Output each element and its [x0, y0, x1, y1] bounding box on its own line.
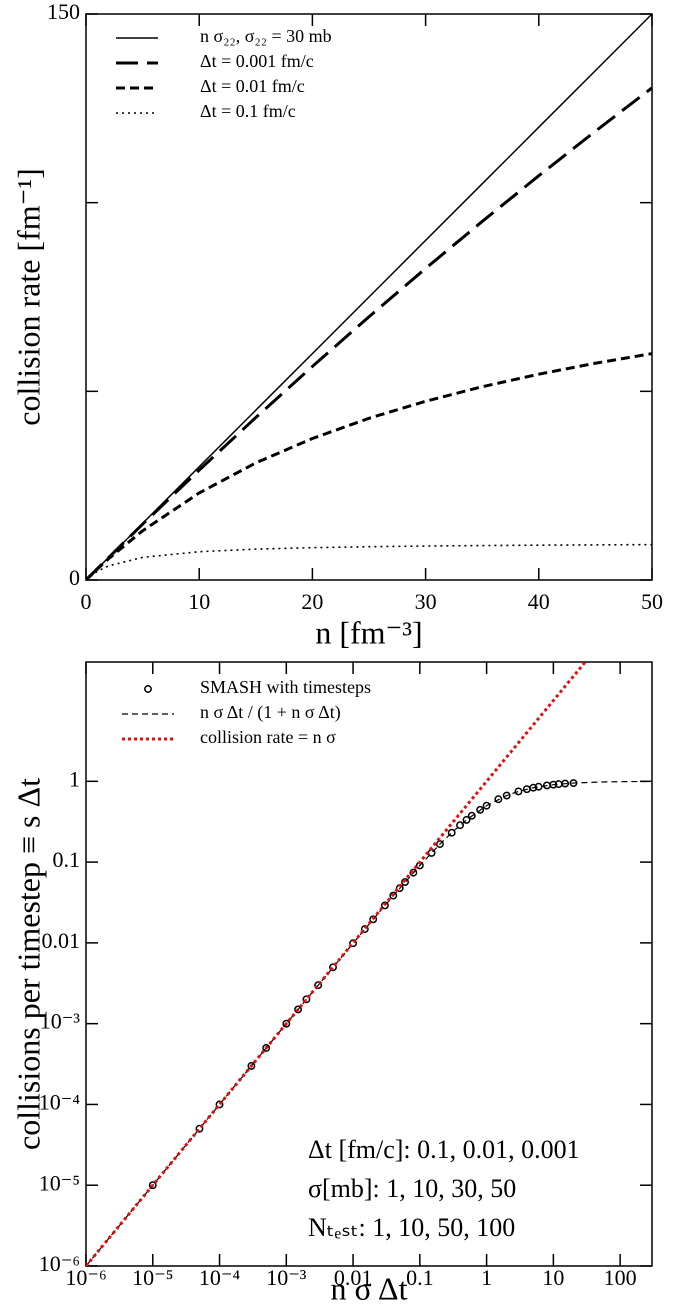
y-tick-label: 0.01 — [42, 928, 81, 953]
legend-label: n σ Δt / (1 + n σ Δt) — [200, 702, 341, 723]
y-tick-label: 10⁻⁴ — [39, 1089, 81, 1114]
x-axis-label: n [fm⁻³] — [315, 614, 422, 650]
series-line — [86, 14, 652, 580]
data-point — [294, 1005, 303, 1014]
legend-label: Δt = 0.001 fm/c — [200, 51, 314, 71]
data-point — [369, 915, 378, 924]
plot-frame — [85, 13, 653, 581]
x-axis-label: n σ Δt — [331, 1270, 408, 1306]
y-tick-label: 0.1 — [53, 847, 81, 872]
data-point — [349, 939, 358, 948]
y-tick-label: 10⁻⁵ — [39, 1170, 80, 1195]
data-point — [148, 1181, 157, 1190]
data-point — [314, 981, 323, 990]
x-tick-label: 1 — [481, 1265, 492, 1290]
x-tick-label: 50 — [641, 589, 663, 614]
series-line — [86, 662, 587, 1266]
x-tick-label: 10⁻⁶ — [65, 1265, 106, 1290]
data-point — [215, 1100, 224, 1109]
data-point — [329, 963, 337, 972]
x-tick-label: 30 — [415, 589, 437, 614]
x-tick-label: 10 — [542, 1265, 564, 1290]
data-point — [502, 791, 511, 800]
annotation: σ[mb]: 1, 10, 30, 50 — [308, 1174, 516, 1203]
data-point — [389, 891, 398, 900]
annotation: Nₜₑₛₜ: 1, 10, 50, 100 — [308, 1213, 515, 1242]
plot-frame — [85, 661, 653, 1267]
y-tick-label: 1 — [69, 766, 80, 791]
data-point — [514, 787, 523, 796]
y-tick-label: 0 — [69, 565, 80, 590]
legend-label: Δt = 0.1 fm/c — [200, 101, 296, 121]
data-point — [462, 815, 471, 824]
series-line — [86, 352, 652, 580]
data-point — [247, 1061, 256, 1070]
x-tick-label: 100 — [604, 1265, 637, 1290]
y-tick-label: 150 — [47, 0, 80, 24]
legend-label: n σ₂₂, σ₂₂ = 30 mb — [200, 26, 332, 46]
data-point — [476, 805, 485, 814]
data-point — [282, 1019, 291, 1028]
y-tick-label: 10⁻³ — [40, 1009, 81, 1034]
x-tick-label: 10⁻³ — [266, 1265, 307, 1290]
data-point — [195, 1124, 204, 1133]
y-axis-label: collision rate [fm⁻¹] — [10, 168, 46, 426]
data-point — [456, 821, 464, 830]
x-tick-label: 0.01 — [334, 1265, 373, 1290]
y-axis-label: collisions per timestep ≡ s Δt — [10, 778, 46, 1150]
data-point — [302, 995, 311, 1004]
legend-marker — [144, 685, 152, 693]
data-point — [401, 878, 409, 887]
x-tick-label: 40 — [528, 589, 550, 614]
legend-label: Δt = 0.01 fm/c — [200, 76, 305, 96]
y-tick-label: 10⁻⁶ — [39, 1251, 80, 1276]
data-point — [435, 840, 444, 849]
x-tick-label: 20 — [301, 589, 323, 614]
x-tick-label: 10 — [188, 589, 210, 614]
x-tick-label: 10⁻⁵ — [132, 1265, 173, 1290]
x-tick-label: 10⁻⁴ — [199, 1265, 241, 1290]
data-point — [409, 868, 418, 877]
data-point — [482, 801, 491, 810]
data-point — [467, 811, 476, 820]
data-point — [360, 925, 369, 934]
plot-area — [86, 14, 652, 580]
x-tick-label: 0.1 — [406, 1265, 434, 1290]
legend-label: SMASH with timesteps — [200, 677, 371, 697]
data-point — [447, 828, 456, 837]
legend-label: collision rate = n σ — [200, 727, 336, 747]
x-tick-label: 0 — [81, 589, 92, 614]
annotation: Δt [fm/c]: 0.1, 0.01, 0.001 — [308, 1135, 580, 1164]
series-line — [86, 86, 652, 580]
series-line — [86, 543, 652, 580]
plot-area — [86, 662, 652, 1266]
data-point — [494, 795, 503, 804]
data-point — [262, 1044, 271, 1052]
